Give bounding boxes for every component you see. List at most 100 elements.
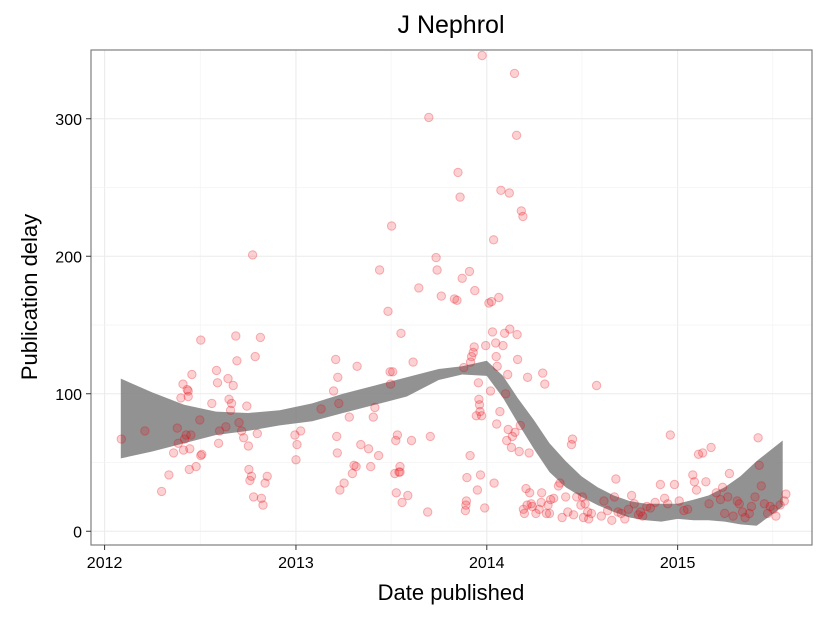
x-tick-label: 2014: [469, 555, 505, 572]
data-point: [502, 435, 512, 446]
data-point: [231, 331, 241, 341]
data-point: [626, 490, 637, 501]
data-point: [244, 464, 254, 475]
data-point: [385, 379, 396, 389]
data-point: [471, 411, 481, 421]
data-point: [491, 351, 501, 362]
data-point: [486, 296, 497, 307]
data-point: [248, 492, 259, 502]
data-point: [183, 386, 193, 396]
data-point: [753, 433, 763, 443]
data-point: [524, 448, 534, 458]
data-point: [754, 460, 764, 470]
data-point: [344, 412, 354, 422]
data-point: [746, 501, 757, 512]
data-point: [537, 488, 547, 498]
data-point: [566, 439, 577, 450]
y-tick-label: 0: [73, 524, 82, 541]
data-point: [228, 380, 238, 391]
y-tick-label: 300: [55, 112, 82, 129]
data-point: [744, 508, 754, 519]
data-point: [178, 445, 189, 455]
data-point: [374, 265, 385, 275]
data-point: [706, 442, 716, 453]
data-point: [245, 475, 255, 486]
data-point: [779, 496, 789, 506]
data-point: [185, 444, 195, 454]
data-point: [756, 481, 766, 491]
data-point: [291, 455, 301, 465]
data-point: [563, 507, 573, 517]
data-point: [584, 514, 594, 524]
data-point: [492, 419, 502, 429]
data-point: [181, 430, 191, 440]
data-point: [481, 340, 491, 351]
data-point: [395, 467, 405, 477]
data-point: [679, 505, 689, 516]
data-point: [465, 357, 476, 367]
data-point: [449, 294, 460, 304]
data-point: [363, 444, 374, 454]
data-point: [255, 332, 266, 343]
data-point: [292, 439, 302, 450]
data-point: [211, 365, 222, 376]
data-point: [499, 328, 510, 338]
data-point: [553, 481, 564, 491]
data-point: [172, 423, 183, 433]
data-point: [403, 490, 413, 501]
data-point: [196, 335, 206, 345]
data-point: [506, 442, 517, 453]
data-point: [740, 512, 750, 523]
data-point: [583, 507, 593, 517]
points-layer: [116, 50, 791, 525]
data-point: [580, 499, 590, 509]
data-point: [461, 496, 472, 506]
data-point: [213, 438, 224, 448]
data-point: [732, 496, 742, 506]
data-point: [474, 400, 485, 410]
data-point: [164, 470, 174, 480]
data-point: [611, 474, 621, 484]
data-point: [186, 430, 196, 440]
data-point: [717, 482, 728, 492]
data-point: [519, 508, 530, 519]
data-point: [655, 479, 666, 490]
data-point: [187, 369, 197, 380]
data-point: [470, 285, 480, 296]
data-point: [704, 499, 714, 509]
data-point: [762, 508, 773, 519]
data-point: [771, 511, 781, 521]
data-point: [453, 167, 463, 178]
data-point: [212, 378, 223, 388]
data-point: [487, 327, 498, 337]
data-point: [191, 461, 201, 472]
data-point: [510, 427, 520, 437]
data-point: [455, 192, 465, 202]
x-tick-label: 2012: [87, 555, 123, 572]
data-point: [179, 434, 190, 444]
data-point: [331, 354, 341, 365]
plot-border: [90, 49, 813, 546]
smooth-band-layer: [120, 360, 783, 526]
data-point: [511, 130, 522, 141]
data-point: [750, 492, 760, 502]
data-point: [500, 389, 511, 399]
data-point: [351, 461, 361, 472]
data-point: [637, 511, 648, 521]
data-point: [178, 379, 188, 389]
data-point: [424, 112, 434, 123]
data-point: [461, 500, 471, 510]
y-tick-label: 200: [55, 249, 82, 266]
data-point: [436, 291, 446, 301]
data-point: [494, 292, 504, 303]
data-point: [366, 461, 376, 472]
data-point: [182, 384, 192, 395]
data-point: [711, 488, 721, 498]
data-point: [332, 448, 342, 458]
data-point: [549, 493, 559, 503]
data-point: [515, 420, 525, 431]
data-point: [503, 424, 513, 435]
data-point: [239, 433, 249, 443]
data-point: [232, 356, 242, 366]
data-point: [538, 368, 548, 378]
